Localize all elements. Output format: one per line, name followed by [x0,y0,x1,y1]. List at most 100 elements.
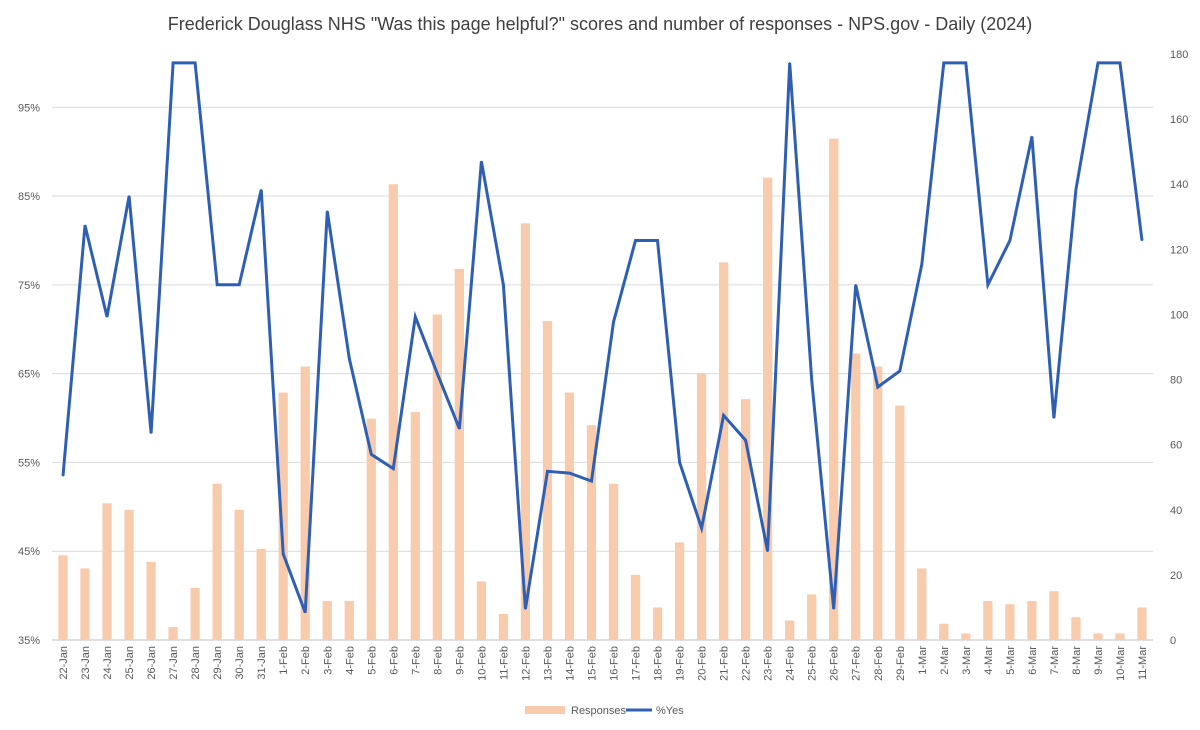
x-tick-label: 26-Jan [146,646,158,680]
bar-responses [652,607,663,640]
yes-line [61,61,1144,614]
x-tick-label: 15-Feb [586,646,598,681]
point-yes [480,160,483,163]
point-yes [1141,239,1143,242]
x-tick-label: 6-Mar [1027,646,1039,675]
bar-responses [564,392,575,640]
point-yes [502,284,505,286]
bar-responses [851,353,861,640]
point-yes [172,62,174,64]
x-tick-label: 28-Feb [873,646,885,681]
point-yes [612,321,615,323]
bar-responses [1005,604,1015,640]
x-tick-label: 10-Mar [1115,646,1127,681]
point-yes [326,210,329,212]
point-yes [84,224,86,227]
bar-responses [917,568,927,640]
point-yes [546,470,549,473]
x-tick-label: 18-Feb [653,646,665,681]
bar-responses [1027,600,1037,640]
right-tick-label: 0 [1170,635,1176,647]
bar-responses [124,509,134,640]
point-yes [524,608,527,610]
x-tick-label: 1-Feb [278,646,290,675]
point-yes [920,263,923,266]
point-yes [370,453,373,456]
right-tick-label: 180 [1170,49,1188,61]
x-tick-label: 10-Feb [476,646,488,681]
bar-responses [961,633,971,640]
bar-responses [873,366,883,640]
chart-title: Frederick Douglass NHS "Was this page he… [168,14,1033,34]
x-tick-label: 7-Feb [410,646,422,675]
bar-responses [432,314,442,640]
x-tick-label: 14-Feb [564,646,576,681]
x-tick-label: 29-Feb [895,646,907,681]
point-yes [106,316,108,318]
bar-responses [1137,607,1147,640]
bar-responses [278,392,288,640]
left-axis: 35% 45% 55% 65% 75% 85% 95% [18,102,40,647]
bar-responses [146,561,156,640]
x-tick-label: 31-Jan [256,646,268,680]
point-yes [260,189,262,191]
x-tick-label: 1-Mar [917,646,929,675]
x-tick-label: 27-Jan [168,646,180,680]
point-yes [304,611,307,614]
bar-responses [608,483,619,640]
right-tick-label: 160 [1170,114,1188,126]
bar-responses [1049,591,1059,640]
left-tick-label: 45% [18,546,40,558]
bar-responses [388,184,398,640]
point-yes [238,284,240,286]
point-yes [128,195,130,197]
x-tick-label: 4-Feb [344,646,356,675]
point-yes [1119,62,1121,64]
bar-responses [80,568,90,640]
x-tick-label: 3-Mar [961,646,973,675]
legend: Responses %Yes [525,705,684,717]
bar-responses [674,542,685,640]
left-tick-label: 85% [18,191,40,203]
right-tick-label: 100 [1170,309,1188,321]
right-tick-label: 80 [1170,375,1182,387]
point-yes [1053,417,1055,419]
point-yes [458,427,461,430]
x-tick-label: 25-Feb [807,646,819,681]
x-tick-label: 17-Feb [631,646,643,681]
x-tick-label: 28-Jan [190,646,202,680]
point-yes [590,480,593,482]
x-tick-label: 6-Feb [388,646,400,675]
left-tick-label: 55% [18,457,40,469]
x-tick-label: 9-Feb [454,646,466,675]
point-yes [1097,62,1099,64]
x-tick-label: 16-Feb [609,646,621,681]
bar-responses [983,600,993,640]
point-yes [854,284,857,286]
point-yes [568,472,571,474]
legend-label-yes: %Yes [656,705,684,717]
legend-label-responses: Responses [571,705,627,717]
point-yes [898,370,901,372]
x-axis: 22-Jan 23-Jan 24-Jan 25-Jan 26-Jan 27-Jan 28-J… [58,646,1149,681]
point-yes [722,414,725,417]
bar-responses [630,574,641,640]
point-yes [62,474,64,477]
bar-responses [1093,633,1103,640]
bar-responses [807,594,817,640]
point-yes [943,62,945,64]
bar-responses [785,620,795,640]
bar-responses [256,548,266,640]
bar-responses [939,623,949,640]
x-tick-label: 30-Jan [234,646,246,680]
point-yes [1009,239,1011,242]
point-yes [414,316,417,318]
x-tick-label: 11-Feb [498,646,510,680]
bar-responses [498,613,509,640]
right-tick-label: 120 [1170,244,1188,256]
bar-responses [344,600,354,640]
bar-responses [212,483,222,640]
x-tick-label: 2-Mar [939,646,951,675]
point-yes [1031,135,1033,138]
